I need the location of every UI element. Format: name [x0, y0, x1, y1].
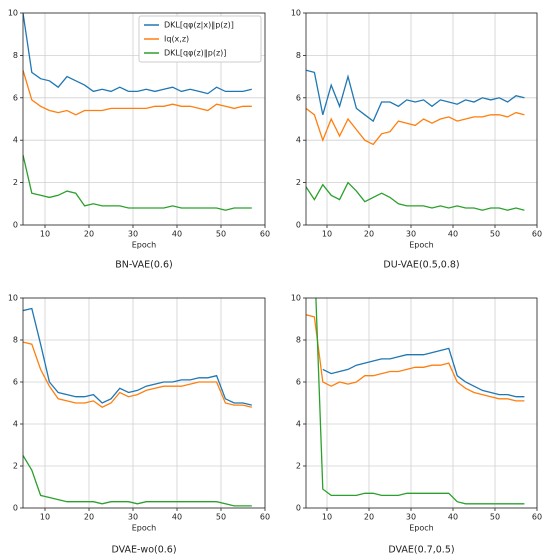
- series-line: [306, 181, 525, 211]
- series-line: [306, 314, 525, 402]
- x-tick-label: 40: [172, 513, 182, 522]
- series-line: [23, 70, 252, 116]
- y-tick-label: 6: [296, 93, 301, 102]
- y-tick-label: 10: [291, 294, 301, 303]
- x-tick-label: 40: [448, 230, 458, 239]
- x-tick-label: 10: [40, 513, 50, 522]
- series-line: [23, 13, 252, 95]
- x-axis-label: Epoch: [409, 241, 434, 250]
- panel-caption: DU-VAE(0.5,0.8): [383, 260, 459, 271]
- y-tick-label: 8: [13, 336, 18, 345]
- y-tick-label: 2: [13, 178, 18, 187]
- x-tick-label: 30: [406, 513, 416, 522]
- x-tick-label: 60: [532, 230, 542, 239]
- x-axis-label: Epoch: [409, 524, 434, 533]
- x-tick-label: 50: [490, 230, 500, 239]
- axes-frame: [22, 297, 266, 509]
- x-tick-label: 40: [448, 513, 458, 522]
- x-tick-label: 20: [364, 513, 374, 522]
- series-line: [315, 298, 525, 505]
- x-tick-label: 50: [216, 230, 226, 239]
- y-tick-label: 6: [13, 378, 18, 387]
- panel: 10 20 30 40 50 60 0 2 4 6 8 10 Epoch BN-VAE(0.6) DKL[q…: [8, 9, 270, 271]
- x-tick-label: 20: [84, 230, 94, 239]
- legend-label: Iq(x,z): [164, 35, 189, 44]
- x-tick-label: 60: [532, 513, 542, 522]
- y-tick-label: 4: [13, 420, 18, 429]
- x-tick-label: 20: [84, 513, 94, 522]
- x-tick-label: 30: [128, 513, 138, 522]
- y-tick-label: 0: [296, 504, 301, 513]
- y-tick-label: 6: [296, 378, 301, 387]
- panel: 10 20 30 40 50 60 0 2 4 6 8 10 Epoch DVAE(0.7,0.5): [291, 294, 542, 556]
- series-line: [23, 154, 252, 211]
- y-tick-label: 6: [13, 93, 18, 102]
- legend-frame: [138, 15, 262, 63]
- x-tick-label: 30: [128, 230, 138, 239]
- x-tick-label: 50: [490, 513, 500, 522]
- legend: DKL[qφ(z|x)‖p(z)] Iq(x,z) DKL[qφ(z)‖p(z)]: [138, 15, 262, 63]
- series-line: [23, 455, 252, 507]
- series-line: [23, 341, 252, 408]
- x-tick-label: 60: [260, 513, 270, 522]
- legend-label: DKL[qφ(z)‖p(z)]: [164, 49, 226, 58]
- panel-caption: BN-VAE(0.6): [115, 260, 172, 271]
- y-tick-label: 4: [296, 420, 301, 429]
- x-tick-label: 40: [172, 230, 182, 239]
- panel-caption: DVAE-wo(0.6): [111, 545, 176, 556]
- y-tick-label: 2: [296, 178, 301, 187]
- x-tick-label: 20: [364, 230, 374, 239]
- axes-frame: [305, 297, 538, 509]
- y-tick-label: 4: [296, 136, 301, 145]
- axes-frame: [22, 12, 266, 226]
- series-line: [23, 307, 252, 406]
- y-tick-label: 10: [8, 9, 18, 18]
- series-line: [306, 107, 525, 146]
- x-tick-label: 10: [322, 513, 332, 522]
- y-tick-label: 0: [13, 221, 18, 230]
- x-axis-label: Epoch: [132, 241, 157, 250]
- y-tick-label: 10: [8, 294, 18, 303]
- series-line: [306, 69, 525, 123]
- y-tick-label: 8: [296, 336, 301, 345]
- series-line: [322, 347, 525, 398]
- y-tick-label: 4: [13, 136, 18, 145]
- legend-label: DKL[qφ(z|x)‖p(z)]: [164, 21, 234, 30]
- y-tick-label: 10: [291, 9, 301, 18]
- axes-frame: [305, 12, 538, 226]
- x-tick-label: 60: [260, 230, 270, 239]
- y-tick-label: 2: [296, 462, 301, 471]
- panel-caption: DVAE(0.7,0.5): [388, 545, 454, 556]
- y-tick-label: 0: [13, 504, 18, 513]
- y-tick-label: 0: [296, 221, 301, 230]
- x-tick-label: 50: [216, 513, 226, 522]
- y-tick-label: 8: [296, 51, 301, 60]
- x-tick-label: 30: [406, 230, 416, 239]
- x-axis-label: Epoch: [132, 524, 157, 533]
- y-tick-label: 8: [13, 51, 18, 60]
- panel: 10 20 30 40 50 60 0 2 4 6 8 10 Epoch DVAE-wo(0.6): [8, 294, 270, 556]
- y-tick-label: 2: [13, 462, 18, 471]
- x-tick-label: 10: [40, 230, 50, 239]
- x-tick-label: 10: [322, 230, 332, 239]
- panel: 10 20 30 40 50 60 0 2 4 6 8 10 Epoch DU-VAE(0.5,0.8): [291, 9, 542, 271]
